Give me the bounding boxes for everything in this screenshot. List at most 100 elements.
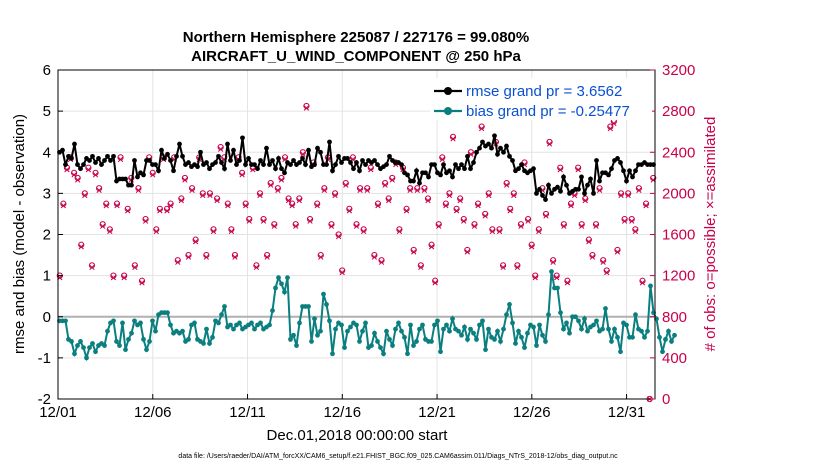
bias-point — [207, 341, 212, 346]
obs-assimilated-stroke — [103, 203, 109, 209]
obs-assimilated-stroke — [117, 156, 124, 163]
bias-point — [120, 320, 125, 326]
rmse-point — [543, 197, 548, 202]
obs-assimilated-stroke — [503, 182, 510, 188]
obs-assimilated-marker — [414, 187, 420, 193]
bias-point — [270, 308, 275, 313]
obs-assimilated-stroke — [600, 259, 606, 265]
rmse-point — [474, 149, 479, 155]
obs-assimilated-stroke — [421, 187, 428, 193]
bias-point — [555, 285, 560, 291]
obs-assimilated-stroke — [636, 187, 642, 193]
obs-assimilated-stroke — [639, 280, 646, 286]
obs-assimilated-marker — [432, 280, 438, 286]
rmse-point — [591, 190, 596, 196]
obs-assimilated-marker — [450, 136, 456, 142]
obs-assimilated-marker — [253, 264, 260, 271]
obs-assimilated-marker — [375, 203, 381, 209]
bias-point — [105, 328, 110, 334]
obs-assimilated-stroke — [175, 259, 181, 265]
obs-assimilated-stroke — [192, 239, 199, 245]
bias-point — [312, 316, 317, 322]
obs-assimilated-stroke — [114, 203, 120, 209]
bias-point — [558, 310, 563, 316]
bias-point — [576, 318, 581, 324]
chart-title-line2: AIRCRAFT_U_WIND_COMPONENT @ 250 hPa — [191, 48, 521, 65]
bias-point — [459, 332, 464, 338]
rmse-point — [534, 190, 539, 196]
bias-point — [231, 326, 236, 332]
chart-title-line1: Northern Hemisphere 225087 / 227176 = 99… — [183, 29, 529, 46]
obs-assimilated-stroke — [371, 254, 378, 260]
obs-assimilated-marker — [518, 223, 524, 229]
obs-assimilated-stroke — [253, 264, 260, 271]
rmse-point — [195, 164, 200, 170]
obs-assimilated-marker — [203, 254, 210, 260]
obs-assimilated-marker — [228, 228, 235, 235]
obs-assimilated-stroke — [375, 203, 381, 209]
obs-assimilated-stroke — [318, 254, 324, 260]
rmse-point — [606, 172, 611, 178]
obs-assimilated-stroke — [382, 182, 388, 188]
rmse-point — [627, 168, 632, 174]
obs-assimilated-marker — [557, 167, 563, 173]
obs-assimilated-marker — [536, 228, 542, 235]
obs-assimilated-marker — [307, 218, 313, 224]
obs-assimilated-marker — [629, 218, 635, 224]
bias-point — [228, 322, 233, 328]
rmse-point — [96, 156, 101, 161]
bias-point — [603, 306, 608, 311]
bias-point — [474, 336, 479, 342]
obs-assimilated-stroke — [411, 249, 417, 255]
rmse-point — [315, 145, 320, 151]
obs-assimilated-marker — [100, 223, 106, 229]
bias-point — [615, 334, 620, 340]
obs-assimilated-stroke — [425, 197, 431, 204]
obs-assimilated-marker — [142, 218, 149, 224]
bias-point — [498, 339, 503, 344]
bias-point — [450, 316, 455, 322]
obs-assimilated-stroke — [453, 208, 460, 214]
rmse-point — [333, 162, 338, 167]
rmse-point — [471, 160, 476, 165]
bias-point — [321, 291, 326, 297]
obs-assimilated-marker — [471, 223, 478, 229]
bias-point — [396, 320, 401, 326]
bias-point — [333, 326, 338, 332]
obs-assimilated-marker — [135, 187, 142, 193]
obs-assimilated-marker — [550, 259, 556, 265]
obs-assimilated-stroke — [257, 192, 263, 199]
obs-assimilated-stroke — [150, 172, 156, 178]
obs-assimilated-marker — [571, 192, 578, 199]
obs-assimilated-marker — [103, 203, 109, 209]
obs-assimilated-marker — [589, 254, 596, 260]
rmse-point — [405, 172, 410, 178]
obs-assimilated-marker — [89, 264, 95, 271]
legend-rmse-marker — [444, 87, 452, 95]
rmse-point — [486, 141, 491, 147]
bias-point — [63, 318, 68, 324]
obs-assimilated-stroke — [203, 254, 210, 260]
bias-point — [141, 336, 146, 342]
bias-point — [78, 339, 83, 344]
rmse-point — [81, 162, 86, 167]
obs-assimilated-stroke — [339, 269, 345, 276]
obs-assimilated-stroke — [439, 156, 445, 163]
rmse-point — [531, 166, 536, 172]
rmse-point — [447, 168, 452, 174]
obs-assimilated-marker — [85, 167, 92, 173]
obs-assimilated-stroke — [282, 156, 288, 163]
bias-point — [585, 328, 590, 334]
obs-assimilated-stroke — [121, 275, 127, 281]
legend-bias-label: bias grand pr = -0.25477 — [466, 103, 630, 120]
obs-assimilated-stroke — [604, 269, 610, 276]
obs-assimilated-marker — [421, 187, 428, 193]
obs-assimilated-stroke — [471, 223, 478, 229]
rmse-point — [399, 162, 404, 167]
rmse-point — [300, 156, 305, 161]
rmse-point — [426, 174, 431, 180]
obs-assimilated-marker — [132, 264, 138, 271]
bias-point — [87, 345, 92, 350]
obs-assimilated-marker — [260, 218, 267, 224]
